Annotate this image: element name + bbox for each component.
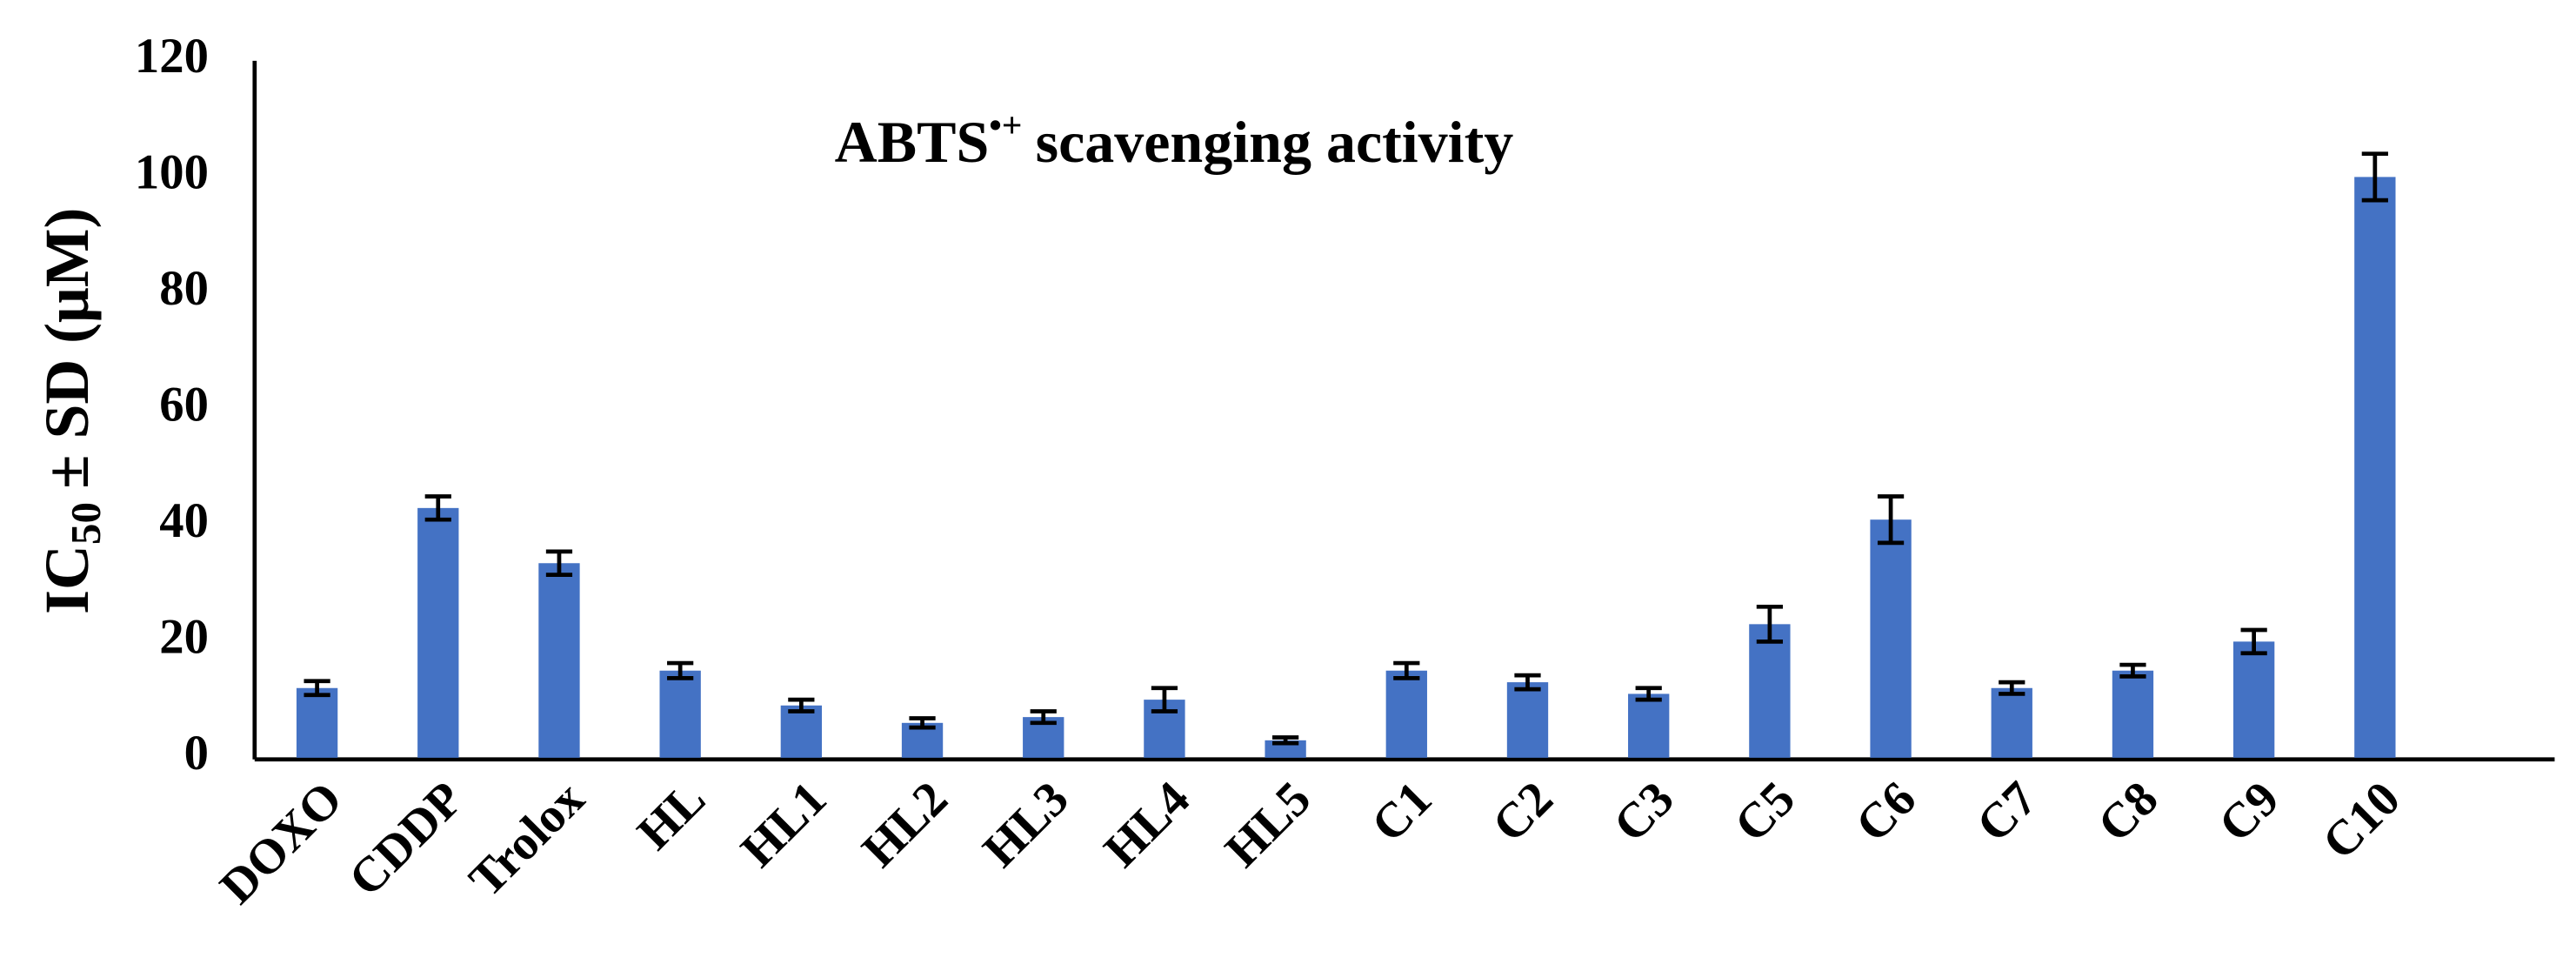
x-tick-label: HL4 xyxy=(1094,772,1200,878)
y-tick-label: 100 xyxy=(135,145,209,199)
ylabel-rest: ± SD (μM) xyxy=(32,208,102,489)
bar xyxy=(659,670,701,758)
x-tick-label: C10 xyxy=(2312,772,2411,870)
ylabel-subscript: 50 xyxy=(62,502,110,545)
bar xyxy=(538,563,580,758)
bar xyxy=(780,705,823,758)
bar xyxy=(417,507,459,758)
x-tick-label: HL3 xyxy=(973,772,1079,878)
bar xyxy=(1385,670,1427,758)
title-rest: scavenging activity xyxy=(1036,109,1514,175)
y-tick-label: 120 xyxy=(135,30,209,84)
x-tick-label: HL2 xyxy=(852,772,958,878)
x-tick-label: Trolox xyxy=(459,771,595,907)
y-tick-label: 20 xyxy=(159,610,209,664)
y-tick-label: 60 xyxy=(159,378,209,432)
x-tick-label: HL1 xyxy=(731,772,838,878)
title-main: ABTS xyxy=(835,109,990,175)
x-tick-label: C3 xyxy=(1604,772,1685,853)
x-tick-label: CDDP xyxy=(339,772,474,907)
ylabel-main: IC xyxy=(32,545,102,614)
bar xyxy=(2354,177,2396,758)
bar xyxy=(1749,624,1791,758)
y-tick-label: 40 xyxy=(159,494,209,548)
x-tick-label: C6 xyxy=(1845,772,1926,853)
bar xyxy=(2112,670,2154,758)
bar xyxy=(2232,641,2275,758)
y-tick-label: 80 xyxy=(159,262,209,316)
y-tick-label: 0 xyxy=(184,727,209,780)
x-tick-label: C1 xyxy=(1362,772,1443,853)
x-tick-label: C8 xyxy=(2088,772,2169,853)
title-superscript: •+ xyxy=(989,104,1022,144)
x-tick-label: C7 xyxy=(1967,772,2048,853)
x-tick-label: DOXO xyxy=(210,772,353,914)
bar xyxy=(1991,687,2032,758)
bar xyxy=(1628,693,1670,758)
x-tick-label: HL5 xyxy=(1215,772,1321,878)
x-tick-label: C9 xyxy=(2209,772,2290,853)
chart-title: ABTS•+ scavenging activity xyxy=(835,104,1514,175)
bar xyxy=(1506,682,1549,758)
bar xyxy=(1870,519,1912,758)
y-axis-label: IC50 ± SD (μM) xyxy=(32,208,110,614)
x-tick-label: HL xyxy=(627,772,716,861)
bar xyxy=(296,687,338,758)
x-tick-label: C2 xyxy=(1483,772,1564,853)
x-tick-label: C5 xyxy=(1725,772,1805,853)
